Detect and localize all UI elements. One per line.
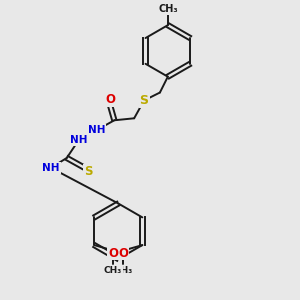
Text: CH₃: CH₃ [104, 266, 122, 275]
Text: NH: NH [70, 135, 87, 145]
Text: S: S [84, 165, 93, 178]
Text: CH₃: CH₃ [114, 266, 133, 275]
Text: NH: NH [42, 163, 60, 173]
Text: O: O [105, 93, 116, 106]
Text: O: O [118, 247, 128, 260]
Text: NH: NH [88, 125, 105, 135]
Text: O: O [108, 247, 118, 260]
Text: S: S [140, 94, 148, 107]
Text: CH₃: CH₃ [158, 4, 178, 14]
